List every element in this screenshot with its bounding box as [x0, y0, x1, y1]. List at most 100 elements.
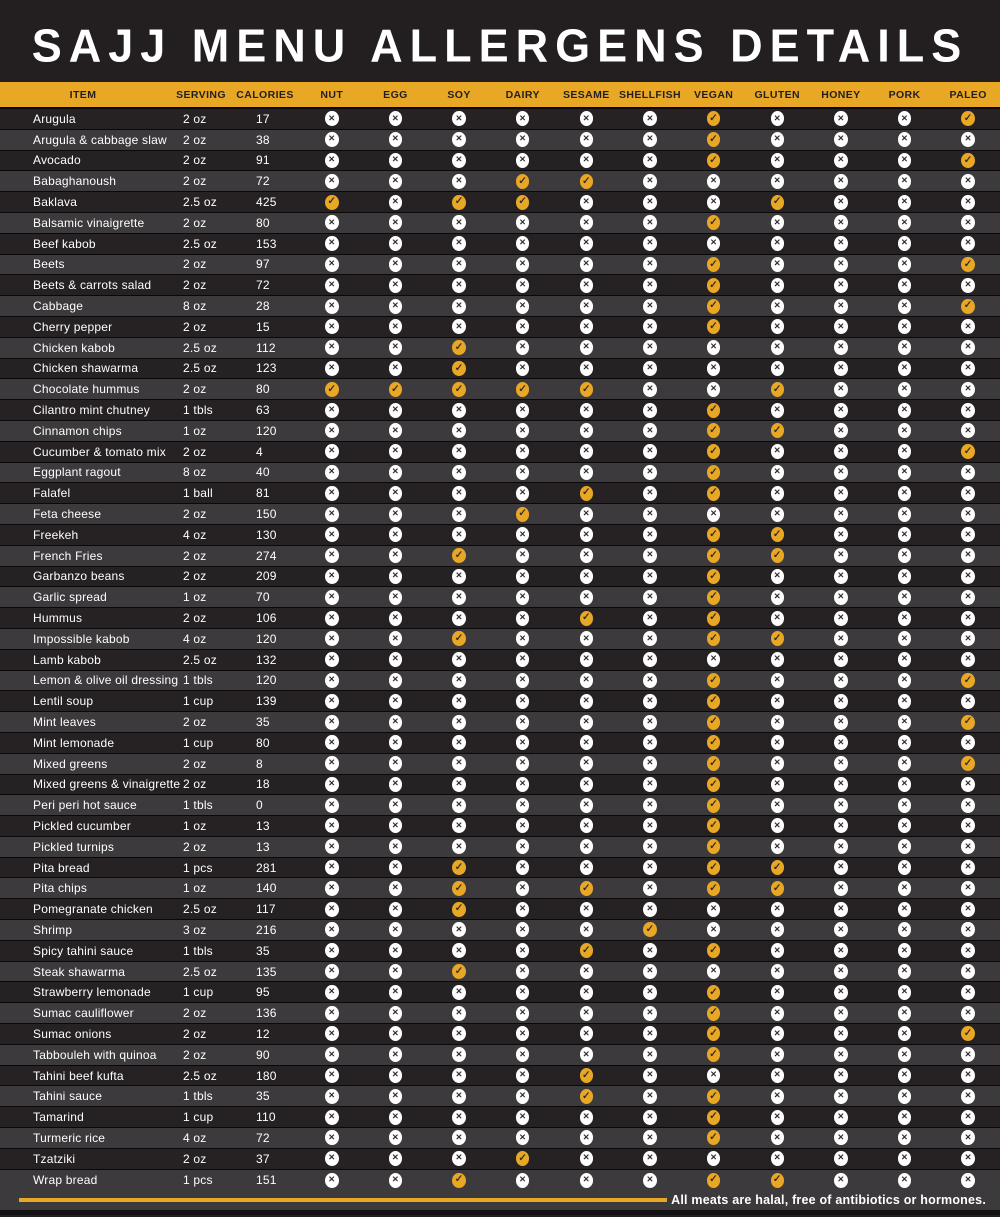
x-icon: ✕	[770, 1005, 785, 1021]
allergen-cell-pork: ✕	[873, 421, 937, 441]
allergen-cell-dairy: ✕	[491, 483, 555, 503]
x-icon: ✕	[961, 964, 975, 980]
table-row: Chicken kabob 2.5 oz 112 ✕ ✕ ✓ ✕ ✕ ✕ ✕ ✕ ✕ ✕ ✕	[0, 337, 1000, 359]
calories-cell: 110	[256, 1110, 276, 1125]
x-icon: ✕	[388, 943, 403, 959]
x-icon: ✕	[515, 631, 530, 647]
allergen-cell-honey: ✕	[809, 712, 873, 732]
allergen-cell-paleo: ✓	[936, 151, 1000, 171]
item-cell: Feta cheese	[33, 507, 102, 522]
allergen-cell-soy: ✕	[427, 463, 491, 483]
x-icon: ✕	[706, 506, 721, 522]
table-row: Sumac onions 2 oz 12 ✕ ✕ ✕ ✕ ✕ ✕ ✓ ✕ ✕ ✕ ✓	[0, 1024, 1000, 1045]
item-cell: Pickled turnips	[33, 839, 115, 854]
allergen-cell-dairy: ✕	[491, 754, 555, 774]
x-icon: ✕	[452, 402, 466, 418]
allergen-cell-paleo: ✕	[936, 192, 1000, 212]
x-icon: ✕	[897, 1151, 912, 1167]
x-icon: ✕	[515, 1068, 530, 1084]
allergen-cell-vegan: ✕	[682, 962, 746, 982]
allergen-cell-egg: ✕	[364, 608, 428, 628]
allergen-cell-nut: ✕	[300, 629, 364, 649]
check-icon: ✓	[706, 256, 721, 272]
allergen-cell-paleo: ✕	[936, 962, 1000, 982]
allergen-cell-nut: ✓	[300, 379, 364, 399]
allergen-cell-pork: ✕	[873, 962, 937, 982]
allergen-cell-vegan: ✓	[682, 317, 746, 337]
allergen-cell-pork: ✕	[873, 483, 937, 503]
allergen-cell-pork: ✕	[873, 463, 937, 483]
allergen-cell-vegan: ✓	[682, 1045, 746, 1065]
allergen-cell-honey: ✕	[809, 400, 873, 420]
x-icon: ✕	[452, 152, 466, 168]
allergen-cell-soy: ✕	[427, 275, 491, 295]
allergen-cell-nut: ✕	[300, 775, 364, 795]
x-icon: ✕	[643, 381, 657, 397]
allergen-cell-paleo: ✕	[936, 546, 1000, 566]
allergen-cell-paleo: ✕	[936, 816, 1000, 836]
allergen-cell-soy: ✓	[427, 962, 491, 982]
x-icon: ✕	[643, 256, 657, 272]
x-icon: ✕	[770, 506, 785, 522]
x-icon: ✕	[834, 610, 848, 626]
column-header-soy: SOY	[447, 88, 471, 101]
table-row: Shrimp 3 oz 216 ✕ ✕ ✕ ✕ ✕ ✓ ✕ ✕ ✕ ✕ ✕	[0, 920, 1000, 941]
x-icon: ✕	[897, 880, 912, 896]
serving-cell: 1 cup	[183, 985, 214, 1000]
allergen-cell-dairy: ✕	[491, 213, 555, 233]
allergen-cell-egg: ✕	[364, 151, 428, 171]
allergen-cell-vegan: ✓	[682, 754, 746, 774]
allergen-cell-dairy: ✕	[491, 1024, 555, 1044]
x-icon: ✕	[770, 444, 785, 460]
x-icon: ✕	[834, 277, 848, 293]
allergen-cell-vegan: ✓	[682, 712, 746, 732]
x-icon: ✕	[579, 797, 594, 813]
item-cell: Garlic spread	[33, 590, 107, 605]
allergen-cell-sesame: ✕	[555, 338, 619, 358]
allergen-cell-vegan: ✓	[682, 275, 746, 295]
x-icon: ✕	[834, 693, 848, 709]
allergen-cell-egg: ✕	[364, 878, 428, 898]
allergen-cell-pork: ✕	[873, 255, 937, 275]
check-icon: ✓	[770, 631, 785, 647]
x-icon: ✕	[452, 610, 466, 626]
allergen-cell-honey: ✕	[809, 504, 873, 524]
allergen-cell-pork: ✕	[873, 171, 937, 191]
allergen-cell-nut: ✕	[300, 754, 364, 774]
allergen-cell-honey: ✕	[809, 379, 873, 399]
calories-cell: 135	[256, 964, 277, 979]
table-row: Pickled turnips 2 oz 13 ✕ ✕ ✕ ✕ ✕ ✕ ✓ ✕ ✕ ✕ ✕	[0, 836, 1000, 858]
title-bar: SAJJ MENU ALLERGENS DETAILS	[0, 0, 1000, 82]
allergen-cell-dairy: ✕	[491, 941, 555, 961]
calories-cell: 12	[256, 1026, 270, 1041]
x-icon: ✕	[452, 1109, 466, 1125]
allergen-cell-paleo: ✕	[936, 1066, 1000, 1086]
allergen-cell-vegan: ✓	[682, 629, 746, 649]
x-icon: ✕	[897, 111, 912, 127]
allergen-cell-shellfish: ✕	[618, 795, 682, 815]
x-icon: ✕	[325, 111, 339, 127]
serving-cell: 2 oz	[183, 132, 207, 147]
allergen-cell-shellfish: ✕	[618, 816, 682, 836]
x-icon: ✕	[579, 568, 594, 584]
serving-cell: 4 oz	[183, 631, 207, 646]
allergen-cell-honey: ✕	[809, 546, 873, 566]
allergen-cell-soy: ✕	[427, 650, 491, 670]
allergen-cell-egg: ✕	[364, 400, 428, 420]
allergen-cell-sesame: ✕	[555, 442, 619, 462]
item-cell: Chocolate hummus	[33, 382, 140, 397]
x-icon: ✕	[897, 423, 912, 439]
x-icon: ✕	[325, 964, 339, 980]
x-icon: ✕	[834, 672, 848, 688]
calories-cell: 91	[256, 153, 270, 168]
x-icon: ✕	[961, 568, 975, 584]
x-icon: ✕	[643, 880, 657, 896]
x-icon: ✕	[961, 464, 975, 480]
allergen-cell-nut: ✕	[300, 359, 364, 379]
x-icon: ✕	[643, 964, 657, 980]
check-icon: ✓	[706, 693, 721, 709]
item-cell: Cherry pepper	[33, 319, 113, 334]
x-icon: ✕	[834, 735, 848, 751]
allergen-cell-egg: ✕	[364, 213, 428, 233]
table-row: Steak shawarma 2.5 oz 135 ✕ ✕ ✓ ✕ ✕ ✕ ✕ ✕ ✕ ✕ ✕	[0, 961, 1000, 983]
